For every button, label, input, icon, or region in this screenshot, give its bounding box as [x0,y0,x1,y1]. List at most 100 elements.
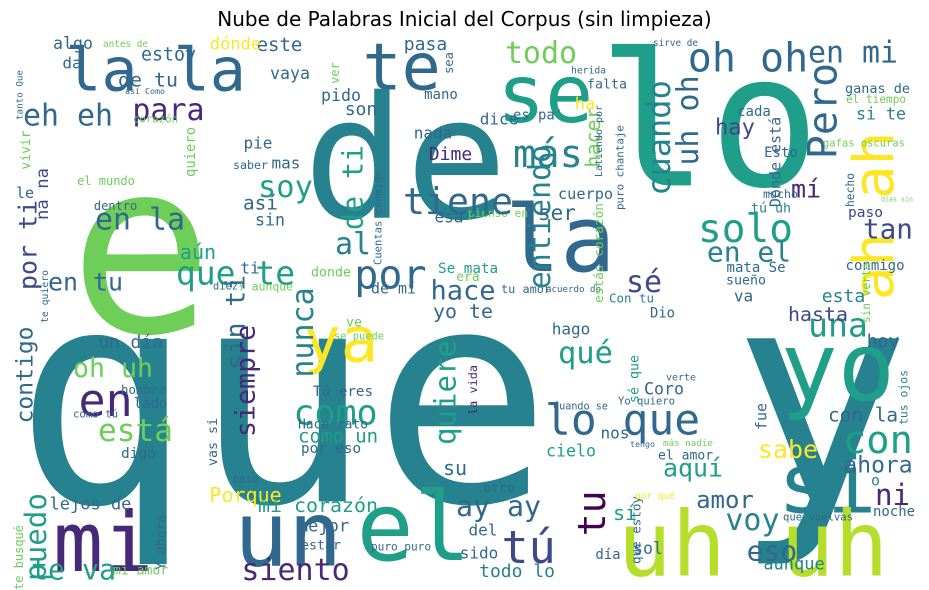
word-acuerdo-de: acuerdo de [546,283,602,295]
word-al: al [335,226,372,262]
word-esto: Esto [764,143,798,161]
word-te-busque: te busqué [13,525,26,590]
word-en-la: en la [95,201,186,237]
word-te-quiero: te quiero [38,270,51,323]
word-tu-amor: tu amor [501,281,552,296]
word-son: son [344,98,378,120]
word-coro: Coro [644,379,684,399]
word-nos: nos [600,423,630,443]
word-nada: nada [413,123,453,143]
word-estoy: estoy [141,43,197,66]
word-para: para [132,92,205,128]
word-tiene: tiene [403,179,514,223]
word-aun: aún [179,240,217,264]
word-de-tu: de tu [118,67,179,92]
word-mano: mano [424,85,458,103]
word-por-que: por qué [635,490,676,502]
word-voy: voy [725,502,780,538]
word-pie: pie [243,133,273,153]
word-mucho: mucho [763,187,799,201]
cloud-title: Nube de Palabras Inicial del Corpus (sin… [217,7,712,31]
word-otro: otro [483,480,515,496]
word-si-2: sí [613,501,638,525]
word-por-ti: por ti [13,199,43,290]
word-ser: ser [538,200,576,226]
word-hoy: hoy [866,330,900,352]
word-gafas-oscuras: gafas oscuras [823,136,905,150]
word-da: da [62,53,82,73]
word-que-y: que y [13,223,912,574]
word-esta-3: está [98,412,173,449]
word-se-que: sé que [626,354,642,403]
word-digo: digo [121,444,156,462]
word-tu-uh: tú uh [751,200,792,216]
word-mas-nadie: más nadie [663,437,713,449]
word-una: una [808,305,868,345]
word-se-puede: se puede [334,329,384,343]
word-se-mata: Se mata [438,259,499,277]
word-cuerpo: cuerpo [558,185,614,203]
word-amor: amor [696,485,754,514]
word-sirve-de: sirve de [653,37,698,49]
word-pido: pido [321,85,361,106]
word-en-mi: en mi [808,35,899,70]
word-era: era [456,268,480,285]
word-todo: todo [504,35,578,71]
word-por-eso: por eso [301,439,362,457]
word-lo-que: lo que [545,394,701,445]
word-hay: hay [715,113,755,140]
word-esa: esa [434,207,464,227]
word-si: si [778,436,877,532]
word-mas-2: mas [271,153,301,173]
word-todo-lo: todo lo [479,560,555,582]
word-mi-amor: mi amor [113,562,169,578]
word-con-la: con la [828,403,899,427]
word-ti: ti [240,258,260,278]
word-un: un [234,481,343,588]
word-lejos-de: lejos de [49,493,132,514]
word-cuando-se: Cuando se [553,400,608,412]
word-hago: hago [551,319,591,339]
word-de-ti: de ti [336,144,370,230]
word-con-tu: Con tu [609,291,655,306]
word-es-pa: es pa' [513,106,564,124]
word-su: su [443,456,468,480]
word-antes-de: antes de [103,38,148,50]
word-yo-te: yo te [433,299,494,323]
word-el-tiempo: el tiempo [846,92,906,106]
word-como: como [293,391,378,433]
word-la-vida: la vida [465,364,480,415]
word-vaya: vaya [270,63,310,84]
word-siento: siento [241,552,350,588]
word-herida: herida [571,64,607,76]
word-en-el: en el [706,235,792,269]
word-sol: sol [633,538,663,559]
word-nunca: nunca [285,287,321,378]
word-esta-2: esta [821,285,866,307]
word-el: el [356,471,471,583]
word-donde-2: dónde [209,35,262,54]
word-diez: diez [213,279,238,293]
word-sin: sin [255,210,285,230]
word-eso: eso [746,534,798,568]
word-ha: ha [574,93,596,114]
word-cada: cada [737,102,771,120]
word-siempre: siempre [229,324,261,437]
word-lo: lo [597,35,821,230]
word-hace: hace [430,274,496,307]
word-la-la: la la [65,35,246,105]
word-solo: solo [698,205,793,252]
word-soy: soy [258,168,313,205]
word-pasa: pasa [403,35,448,55]
word-tu-eres: Tú eres [313,382,374,400]
word-mata-se: mata Se [726,258,786,276]
word-te-va: te va [31,553,117,587]
word-dice: dice [479,109,519,129]
word-sueno: sueño [726,272,767,288]
word-e: e [69,108,214,390]
word-lado: lado [133,394,168,412]
word-cloud: que y de e lo la la te se la ah ah yo si uh uh un el m… [13,35,917,590]
word-mi-corazon: mi corazón [258,493,379,517]
word-eh-eh: eh eh [23,97,114,133]
word-sabe: sabe [757,434,819,464]
